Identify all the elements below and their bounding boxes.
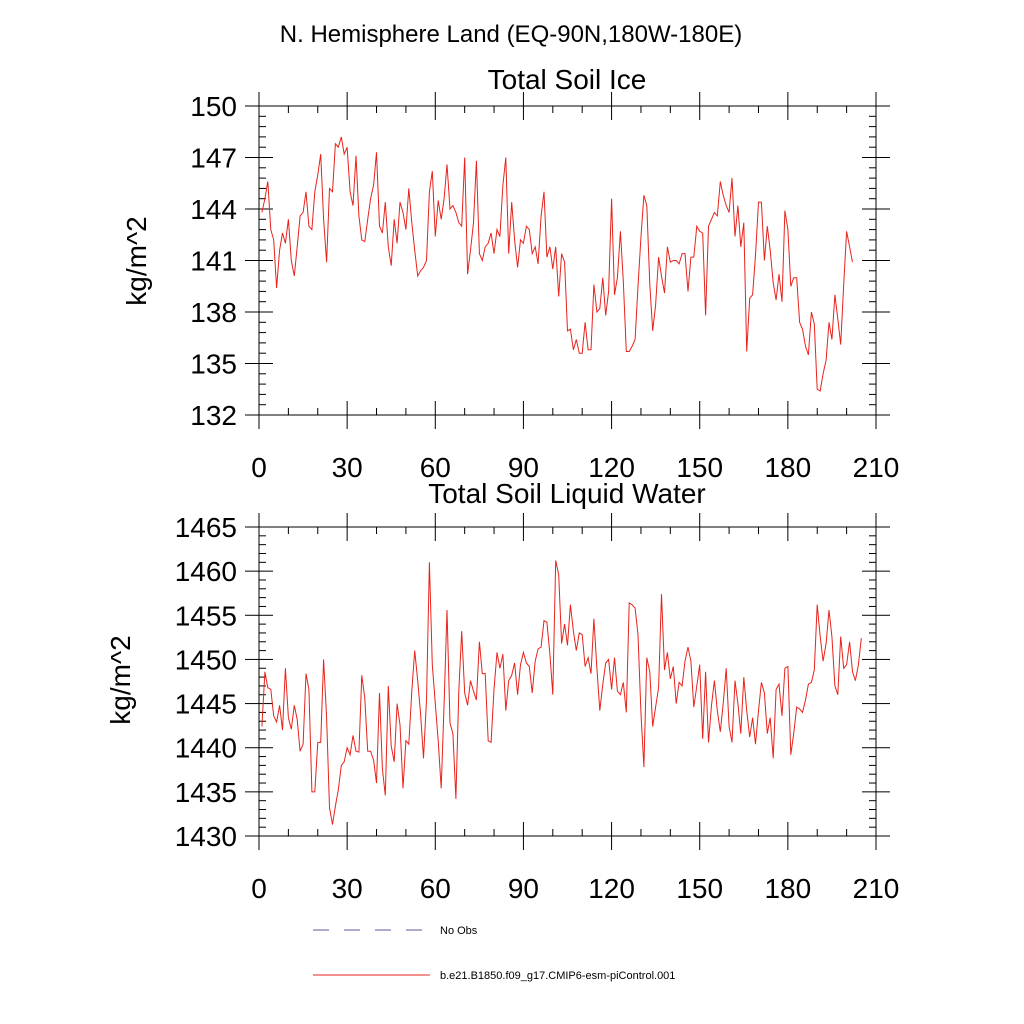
soil-ice-series-line [261, 136, 853, 392]
soil-liquid-xtick-label: 30 [332, 873, 363, 904]
soil-liquid-xtick-label: 210 [853, 873, 900, 904]
soil-ice-xtick-label: 120 [588, 452, 635, 483]
soil-liquid-ylabel: kg/m^2 [105, 635, 136, 724]
soil-ice-ytick-label: 144 [190, 194, 237, 225]
soil-liquid-plot-frame [258, 526, 877, 837]
soil-ice-xtick-label: 210 [853, 452, 900, 483]
legend-no-obs-label: No Obs [440, 925, 478, 937]
soil-liquid-series-line [261, 560, 862, 825]
soil-ice-ytick-label: 147 [190, 143, 237, 174]
page-title: N. Hemisphere Land (EQ-90N,180W-180E) [280, 21, 742, 48]
soil-ice-xtick-label: 180 [764, 452, 811, 483]
soil-ice-xtick-label: 150 [676, 452, 723, 483]
soil-ice-xtick-label: 60 [420, 452, 451, 483]
soil-liquid-panel: Total Soil Liquid Water kg/m^2 0 30 60 90 12… [105, 478, 899, 904]
soil-ice-xtick-label: 0 [251, 452, 267, 483]
legend-model-label: b.e21.B1850.f09_g17.CMIP6-esm-piControl.… [440, 970, 675, 982]
soil-liquid-xtick-label: 150 [676, 873, 723, 904]
soil-liquid-ytick-label: 1450 [175, 644, 237, 675]
soil-liquid-xtick-label: 180 [764, 873, 811, 904]
soil-liquid-title: Total Soil Liquid Water [428, 478, 706, 509]
soil-ice-ytick-label: 141 [190, 246, 237, 277]
soil-ice-xtick-label: 90 [508, 452, 539, 483]
soil-ice-ytick-label: 138 [190, 297, 237, 328]
legend: No Obs b.e21.B1850.f09_g17.CMIP6-esm-piC… [313, 925, 675, 982]
soil-liquid-ytick-label: 1430 [175, 821, 237, 852]
soil-ice-ytick-label: 150 [190, 91, 237, 122]
soil-liquid-xtick-label: 60 [420, 873, 451, 904]
soil-liquid-ytick-label: 1460 [175, 556, 237, 587]
soil-liquid-xtick-label: 120 [588, 873, 635, 904]
soil-ice-xtick-label: 30 [332, 452, 363, 483]
soil-ice-ytick-label: 135 [190, 349, 237, 380]
soil-liquid-xtick-label: 90 [508, 873, 539, 904]
soil-liquid-ytick-label: 1435 [175, 777, 237, 808]
soil-ice-ylabel: kg/m^2 [121, 216, 152, 305]
soil-liquid-ytick-label: 1455 [175, 600, 237, 631]
soil-liquid-ytick-label: 1440 [175, 733, 237, 764]
soil-ice-ytick-label: 132 [190, 400, 237, 431]
soil-liquid-ytick-label: 1465 [175, 512, 237, 543]
soil-liquid-ytick-label: 1445 [175, 689, 237, 720]
soil-ice-panel: Total Soil Ice kg/m^2 0 30 60 90 120 150 180 21… [121, 64, 899, 483]
soil-liquid-xtick-label: 0 [251, 873, 267, 904]
soil-ice-title: Total Soil Ice [488, 64, 647, 95]
